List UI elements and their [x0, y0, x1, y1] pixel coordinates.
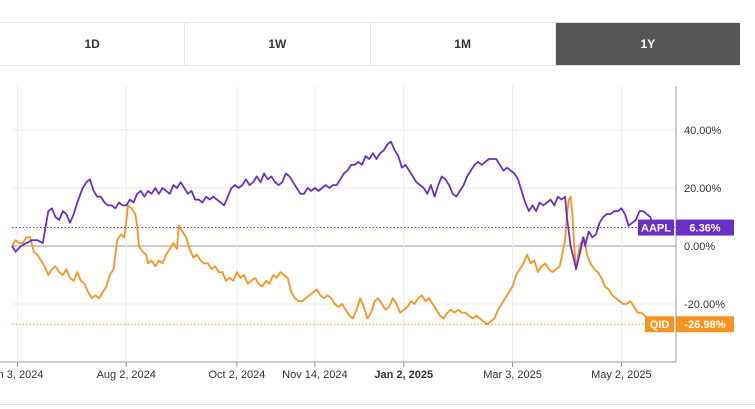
y-tick-label: 0.00%	[684, 241, 715, 253]
x-tick-label: Aug 2, 2024	[97, 369, 156, 381]
series-name-badge-label: QID	[650, 319, 670, 331]
last-value-badge-label: 6.36%	[689, 223, 720, 235]
series-layer	[11, 140, 655, 326]
x-tick-label: Jan 2, 2025	[374, 369, 433, 381]
tab-1m[interactable]: 1M	[371, 23, 556, 65]
x-tick-label: May 2, 2025	[591, 369, 652, 381]
series-name-badge-label: AAPL	[641, 223, 671, 235]
x-tick-label: Nov 14, 2024	[282, 369, 347, 381]
last-value-badge	[676, 316, 734, 333]
x-tick-label: Oct 2, 2024	[208, 369, 265, 381]
timeframe-tabs: 1D 1W 1M 1Y	[0, 22, 740, 66]
x-axis-ticks: un 3, 2024 Aug 2, 2024 Oct 2, 2024 Nov 14, …	[0, 362, 652, 381]
series-name-badge	[645, 316, 674, 333]
series-line-qid	[11, 195, 655, 326]
y-tick-label: -20.00%	[684, 299, 725, 311]
last-value-badge	[676, 219, 734, 236]
series-line-aapl	[11, 140, 655, 271]
performance-chart: 40.00% 20.00% 0.00% -20.00% un 3, 2024 Aug 2…	[0, 86, 734, 381]
value-badges: AAPL 6.36% QID -26.98%	[638, 219, 734, 333]
last-value-lines	[12, 227, 676, 325]
x-tick-label: Mar 3, 2025	[483, 369, 542, 381]
y-tick-label: 20.00%	[684, 183, 722, 195]
x-tick-label: un 3, 2024	[0, 369, 43, 381]
grid	[12, 86, 676, 362]
tab-1w[interactable]: 1W	[185, 23, 371, 65]
tab-1y[interactable]: 1Y	[555, 23, 740, 65]
y-axis-ticks: 40.00% 20.00% 0.00% -20.00%	[684, 125, 725, 311]
bottom-divider	[0, 404, 755, 405]
y-tick-label: 40.00%	[684, 125, 722, 137]
last-value-badge-label: -26.98%	[685, 319, 726, 331]
series-name-badge	[638, 219, 674, 236]
tab-1d[interactable]: 1D	[0, 23, 186, 65]
